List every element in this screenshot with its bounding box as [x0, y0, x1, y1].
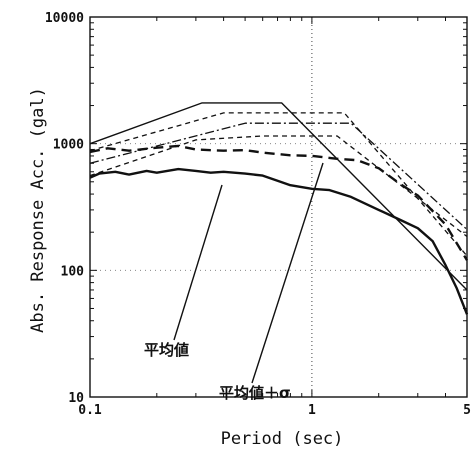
- mean-plus-sigma-leader-line: [251, 162, 324, 384]
- annotation-mean-plus-sigma: 平均値＋σ: [219, 384, 291, 402]
- series-group: [89, 102, 469, 315]
- x-tick-label: 5: [463, 403, 471, 418]
- mean-leader-line: [173, 184, 223, 341]
- series-line-dash_upper: [89, 112, 468, 257]
- x-tick-label: 1: [308, 403, 316, 418]
- x-tick-label: 0.1: [78, 403, 102, 418]
- plot-frame: [89, 16, 468, 398]
- series-line-mean: [89, 167, 469, 315]
- annotations: 平均値 平均値＋σ: [144, 162, 324, 402]
- series-line-design_upper: [89, 102, 468, 291]
- series-line-mean_plus_sigma: [89, 144, 469, 261]
- annotation-mean: 平均値: [144, 341, 189, 359]
- y-axis-label: Abs. Response Acc. (gal): [28, 87, 48, 333]
- y-tick-label: 10000: [45, 11, 84, 26]
- tick-labels: 10 100 1000 10000 0.1 1 5: [45, 11, 471, 418]
- series-line-dashdot: [89, 122, 468, 230]
- grid: [90, 17, 467, 397]
- ticks: [89, 17, 468, 398]
- y-tick-label: 100: [61, 264, 85, 279]
- y-tick-label: 10: [68, 391, 84, 406]
- y-tick-label: 1000: [53, 138, 84, 153]
- series-line-dash_lower: [89, 135, 468, 238]
- x-axis-label: Period (sec): [221, 429, 344, 449]
